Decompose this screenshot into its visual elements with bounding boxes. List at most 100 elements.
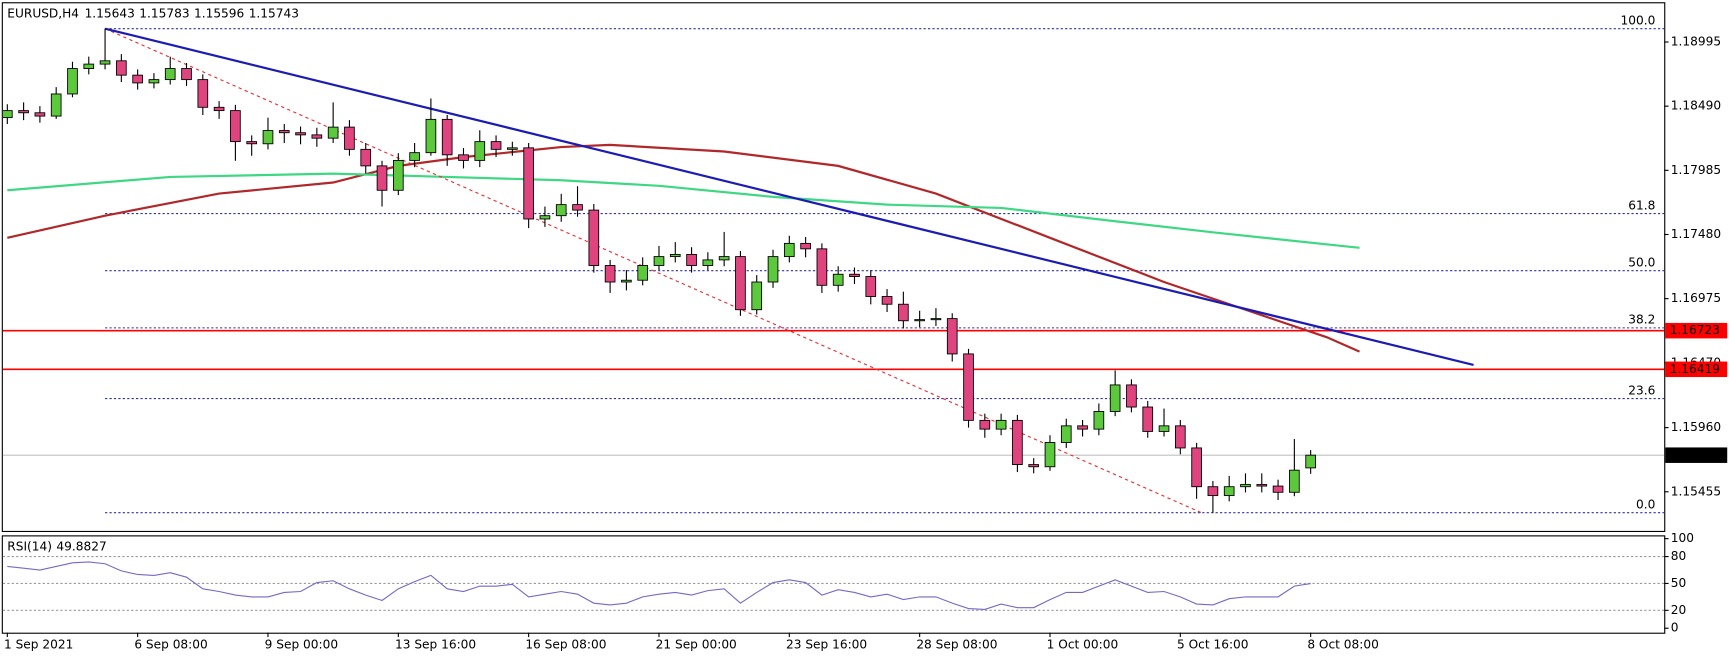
candle-body [800,242,811,250]
candle-body [83,63,95,69]
candle-body [507,147,518,150]
candle-body [865,276,877,297]
fib-label: 100.0 [1621,13,1656,27]
candle-body [34,112,46,117]
candle-body [686,253,697,266]
candle-body [116,60,127,76]
x-tick-label: 21 Sep 00:00 [656,637,737,651]
candle-body [604,265,616,283]
fib-label: 0.0 [1636,497,1655,511]
rsi-header: RSI(14) 49.8827 [7,539,106,553]
candle-body [881,296,893,305]
candle-body [898,303,909,322]
candle-body [1109,384,1121,412]
rsi-tick-label: 100 [1671,531,1694,545]
candle-body [148,79,160,84]
candle-body [262,130,274,145]
x-tick-label: 5 Oct 16:00 [1177,637,1249,651]
candle-body [1256,484,1268,487]
level-label: 1.16419 [1670,362,1720,376]
rsi-tick-label: 20 [1671,603,1686,617]
candle-body [1191,447,1202,488]
moving-average [7,172,1360,249]
candle-body [295,132,306,136]
price-badge [1665,447,1728,463]
fib-label: 38.2 [1628,313,1655,327]
y-tick-label: 1.18490 [1671,99,1721,113]
fib-label: 50.0 [1628,255,1655,269]
candle-body [523,147,534,220]
x-tick-label: 13 Sep 16:00 [395,637,476,651]
x-tick-label: 1 Sep 2021 [4,637,73,651]
candle-body [67,68,78,95]
candle-body [278,130,290,134]
candle-body [751,281,763,311]
candle-body [914,319,925,322]
candle-body [197,79,209,108]
candle-body [50,93,62,117]
y-tick-label: 1.16975 [1671,291,1721,305]
candle-body [490,141,502,150]
x-tick-label: 1 Oct 00:00 [1047,637,1119,651]
candle-body [392,159,404,191]
last-open: 1.15643 [85,6,135,20]
candle-body [930,318,942,321]
candle-body [1174,425,1186,449]
fib-diagonal [104,28,1202,514]
y-tick-label: 1.17985 [1671,163,1721,177]
candle-body [360,148,372,167]
candle-body [702,259,714,266]
candle-body [669,253,681,258]
candle-body [783,242,795,258]
x-tick-label: 9 Sep 00:00 [265,637,338,651]
candle-body [213,106,225,112]
rsi-tick-label: 80 [1671,549,1686,563]
x-tick-label: 8 Oct 08:00 [1307,637,1379,651]
candle-body [637,265,649,281]
candle-body [1077,425,1088,430]
candle-body [327,126,339,139]
rsi-line [7,561,1311,610]
y-tick-label: 1.18995 [1671,34,1721,48]
last-high: 1.15783 [139,6,189,20]
candle-body [18,110,29,114]
candle-body [344,126,355,150]
rsi-last: 49.8827 [56,539,106,553]
candle-body [963,353,974,421]
candle-body [181,68,192,81]
level-badge [1665,361,1728,378]
x-tick-label: 16 Sep 08:00 [525,637,606,651]
candle-body [1207,486,1219,497]
candle-body [849,273,860,277]
candle-body [458,154,469,161]
x-tick-label: 28 Sep 08:00 [916,637,997,651]
main-panel [1,2,1666,533]
candle-body [1289,469,1300,493]
candle-body [1126,384,1137,408]
level-badge [1665,322,1728,339]
candle-body [1305,454,1316,469]
last-close: 1.15743 [249,6,299,20]
last-low: 1.15596 [194,6,244,20]
candle-body [588,209,600,266]
rsi-tick-label: 0 [1671,621,1679,635]
candle-body [246,141,258,145]
candle-body [409,152,420,161]
candle-body [1223,486,1235,497]
candle-body [1158,425,1170,432]
price-label: 1.15743 [1670,448,1720,462]
candle-body [132,74,143,84]
rsi-name: RSI(14) [7,539,52,553]
candle-body [946,318,958,355]
candle-body [1012,419,1023,466]
candle-body [621,279,632,283]
x-tick-label: 23 Sep 16:00 [786,637,867,651]
moving-average [7,143,1360,353]
candle-body [1060,425,1072,443]
candle-body [1044,442,1056,468]
candle-body [653,256,665,266]
candle-body [99,60,111,65]
candle-body [474,141,486,161]
